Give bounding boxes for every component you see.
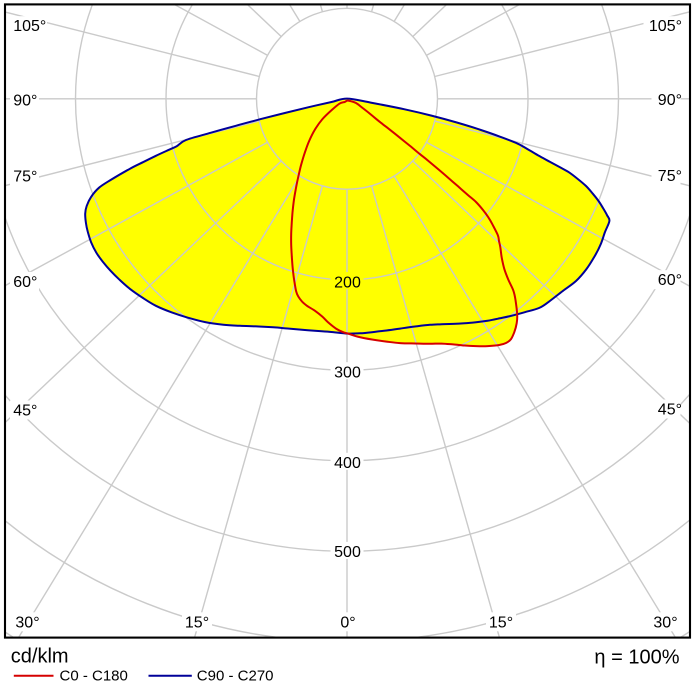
svg-text:105°: 105° xyxy=(13,18,46,35)
svg-text:105°: 105° xyxy=(649,18,682,35)
svg-text:60°: 60° xyxy=(658,272,682,289)
svg-text:15°: 15° xyxy=(489,614,513,631)
svg-text:η = 100%: η = 100% xyxy=(594,646,679,668)
svg-text:45°: 45° xyxy=(13,403,37,420)
svg-text:90°: 90° xyxy=(658,92,682,109)
svg-text:C0 - C180: C0 - C180 xyxy=(60,667,128,684)
svg-text:300: 300 xyxy=(334,365,361,382)
svg-text:C90 - C270: C90 - C270 xyxy=(197,667,274,684)
svg-text:75°: 75° xyxy=(658,168,682,185)
svg-text:500: 500 xyxy=(334,544,361,561)
svg-text:15°: 15° xyxy=(185,614,209,631)
svg-text:30°: 30° xyxy=(653,614,677,631)
svg-text:cd/klm: cd/klm xyxy=(11,646,69,668)
svg-text:60°: 60° xyxy=(13,274,37,291)
svg-text:45°: 45° xyxy=(658,402,682,419)
svg-text:30°: 30° xyxy=(15,614,39,631)
svg-text:400: 400 xyxy=(334,455,361,472)
svg-text:90°: 90° xyxy=(13,92,37,109)
svg-text:75°: 75° xyxy=(13,169,37,186)
svg-text:0°: 0° xyxy=(340,614,355,631)
svg-text:200: 200 xyxy=(334,274,361,291)
